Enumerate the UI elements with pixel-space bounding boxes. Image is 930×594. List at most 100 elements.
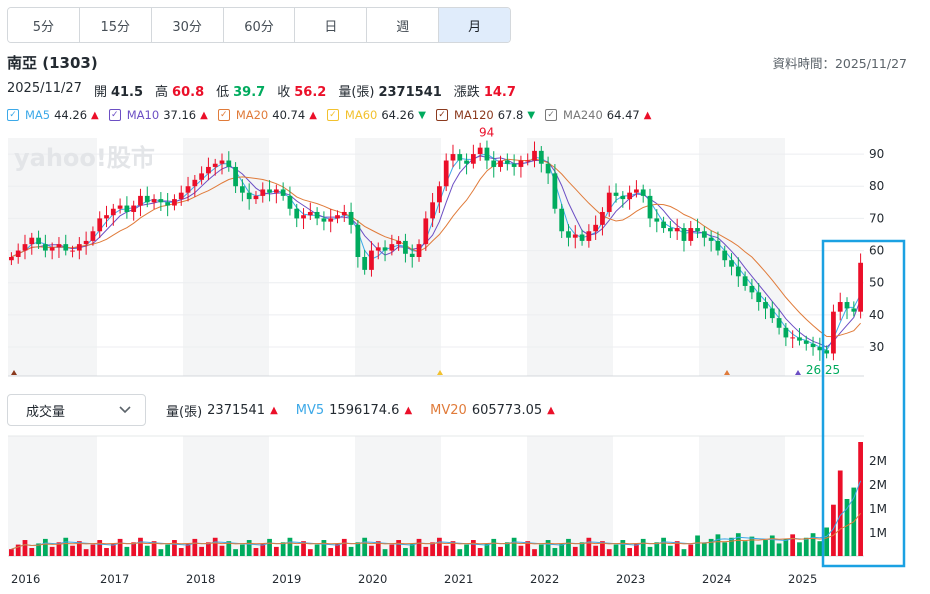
tab-interval-4[interactable]: 日 xyxy=(295,8,368,42)
candle-body xyxy=(858,262,863,312)
moving-average-line xyxy=(11,158,861,338)
ma-value: 37.16 xyxy=(163,108,197,122)
ma-legend-item-ma120[interactable]: ✓ MA120 67.8 ▼ xyxy=(435,108,536,122)
candle-body xyxy=(688,228,694,241)
tab-interval-6[interactable]: 月 xyxy=(439,8,510,42)
candle-body xyxy=(450,154,456,161)
volume-bar xyxy=(314,544,320,556)
candle-body xyxy=(423,218,429,245)
tab-interval-3[interactable]: 60分 xyxy=(223,8,296,42)
tab-interval-5[interactable]: 週 xyxy=(367,8,440,42)
year-tick-label: 2016 xyxy=(11,572,40,586)
candle-body xyxy=(566,231,571,238)
candle-body xyxy=(314,211,320,219)
candle-body xyxy=(634,189,639,193)
volume-bar xyxy=(341,538,347,556)
candle-body xyxy=(185,186,191,193)
event-marker-icon xyxy=(795,370,801,375)
volume-bar xyxy=(430,542,435,556)
yahoo-watermark: yahoo!股市 xyxy=(14,144,155,172)
mv20-line xyxy=(11,512,861,550)
candle-body xyxy=(90,231,96,241)
volume-bar xyxy=(219,545,225,556)
interval-tabs: 5分 15分 30分 60分日週月 xyxy=(7,7,511,43)
checkbox-icon[interactable]: ✓ xyxy=(7,109,19,121)
tab-interval-2[interactable]: 30分 xyxy=(151,8,224,42)
volume-bar xyxy=(450,541,456,556)
ma-legend-item-ma20[interactable]: ✓ MA20 40.74 ▲ xyxy=(217,108,317,122)
checkbox-icon[interactable]: ✓ xyxy=(435,109,448,121)
checkbox-icon[interactable]: ✓ xyxy=(217,109,230,121)
candle-body xyxy=(328,218,334,222)
candle-body xyxy=(151,199,157,203)
volume-bar xyxy=(273,546,279,556)
volume-bar xyxy=(593,545,599,556)
ma-legend-item-ma5[interactable]: ✓ MA5 44.26 ▲ xyxy=(7,108,99,122)
ma-name: MA5 xyxy=(25,108,51,122)
volume-bar xyxy=(36,543,41,556)
volume-tick-label: 2M xyxy=(869,478,887,492)
volume-bar xyxy=(206,542,211,556)
volume-bar xyxy=(729,537,734,556)
volume-bar xyxy=(409,543,415,556)
vol-indicator: 量(張) 2371541 ▲ xyxy=(166,402,278,420)
candle-body xyxy=(212,163,218,167)
candle-body xyxy=(389,244,395,251)
volume-bar xyxy=(151,541,157,556)
candle-body xyxy=(504,160,510,164)
arrow-down-icon: ▼ xyxy=(527,109,536,121)
volume-bar xyxy=(491,538,497,556)
ma-legend-item-ma240[interactable]: ✓ MA240 64.47 ▲ xyxy=(545,108,651,122)
volume-bar xyxy=(498,546,503,556)
ohlc-volume: 量(張) 2371541 xyxy=(338,85,442,100)
volume-bar xyxy=(790,534,796,556)
ma-legend-item-ma60[interactable]: ✓ MA60 64.26 ▼ xyxy=(326,108,426,122)
volume-bar xyxy=(423,546,429,556)
year-tick-label: 2017 xyxy=(100,572,129,586)
candle-body xyxy=(511,163,517,167)
candle-body xyxy=(484,147,490,161)
arrow-up-icon: ▲ xyxy=(91,109,99,121)
candle-body xyxy=(396,240,402,245)
volume-bar xyxy=(695,535,700,556)
candle-body xyxy=(491,160,497,167)
year-band xyxy=(699,436,785,556)
volume-bar xyxy=(287,537,293,556)
volume-bar xyxy=(579,542,585,556)
volume-bar xyxy=(307,549,313,556)
year-tick-label: 2022 xyxy=(530,572,559,586)
ohlc-summary: 2025/11/27 開 41.5 高 60.8 低 39.7 收 56.2 量(張) 2… xyxy=(7,81,516,100)
ma-legend-item-ma10[interactable]: ✓ MA10 37.16 ▲ xyxy=(108,108,208,122)
year-tick-label: 2024 xyxy=(702,572,731,586)
volume-indicator-select[interactable]: 成交量 xyxy=(7,394,146,426)
volume-bar xyxy=(403,548,408,556)
volume-bar xyxy=(538,544,544,556)
candle-body xyxy=(301,215,306,219)
candle-body xyxy=(470,154,476,164)
candle-body xyxy=(824,350,830,354)
volume-bar xyxy=(776,543,782,556)
volume-bar xyxy=(756,544,762,556)
volume-bar xyxy=(735,533,741,556)
candle-body xyxy=(165,202,171,206)
volume-bar xyxy=(701,543,707,556)
candle-body xyxy=(172,199,177,206)
candle-body xyxy=(9,257,14,261)
candle-body xyxy=(783,327,789,338)
volume-bar xyxy=(144,545,150,556)
volume-bar xyxy=(634,543,639,556)
tab-interval-0[interactable]: 5分 xyxy=(8,8,80,42)
checkbox-icon[interactable]: ✓ xyxy=(326,109,339,121)
volume-bar xyxy=(484,543,490,556)
tab-interval-1[interactable]: 15分 xyxy=(79,8,152,42)
candle-body xyxy=(729,260,734,267)
checkbox-icon[interactable]: ✓ xyxy=(108,109,121,121)
volume-bar xyxy=(294,545,300,556)
candle-body xyxy=(674,228,680,232)
ma-name: MA120 xyxy=(453,108,494,122)
volume-bar xyxy=(647,546,653,556)
checkbox-icon[interactable]: ✓ xyxy=(545,109,558,121)
ohlc-close: 收 56.2 xyxy=(277,85,327,100)
candle-body xyxy=(790,337,796,339)
volume-bar xyxy=(199,546,204,556)
